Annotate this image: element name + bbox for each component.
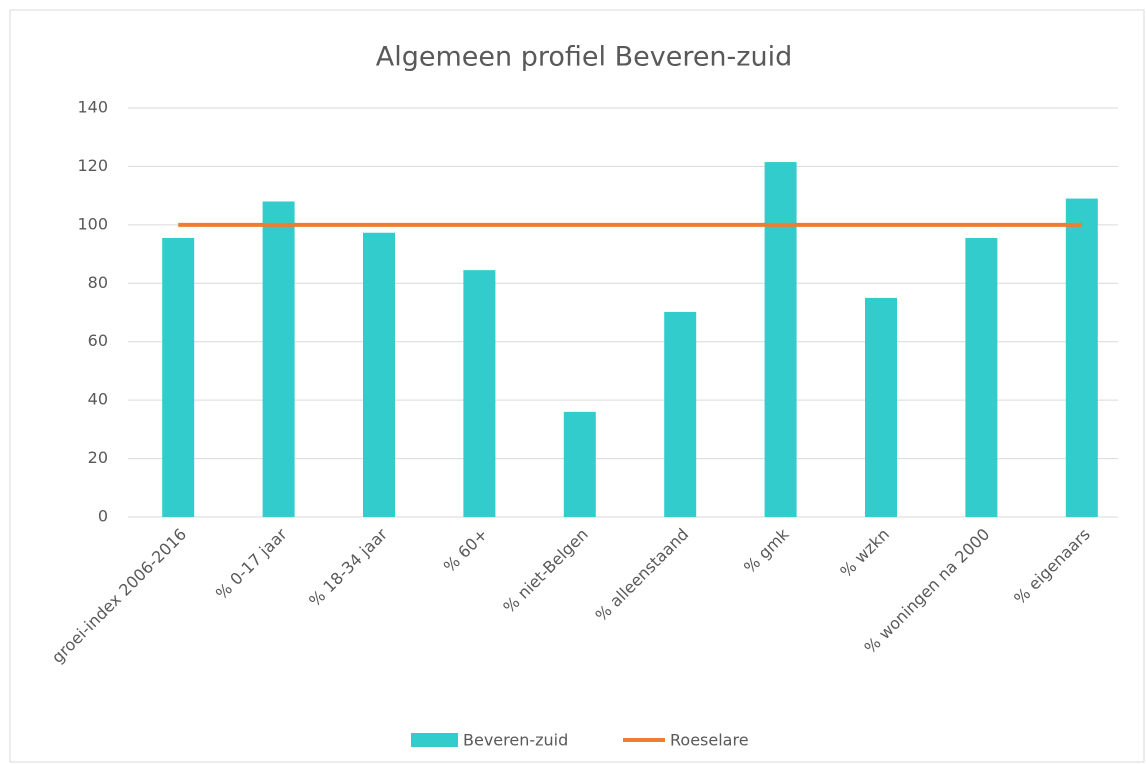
legend-swatch [411,733,458,747]
chart-frame [9,9,1145,763]
bar [463,270,496,517]
y-tick-label: 120 [77,156,108,175]
x-tick-label: % wzkn [836,525,893,582]
y-tick-label: 140 [77,98,108,117]
y-tick-label: 40 [88,390,108,409]
bar [162,238,195,517]
x-tick-label: groei-index 2006-2016 [48,525,190,667]
bar [664,311,697,517]
x-tick-label: % 18-34 jaar [305,524,391,610]
legend-label: Beveren-zuid [463,731,568,750]
legend-label: Roeselare [670,731,749,750]
x-tick-label: % 60+ [440,525,492,577]
bar [1065,198,1098,518]
x-tick-label: % eigenaars [1010,525,1094,609]
y-tick-label: 20 [88,448,108,467]
bar [363,232,395,517]
x-tick-label: % 0-17 jaar [212,524,291,603]
bar [764,162,797,517]
x-tick-label: % gmk [740,524,793,577]
bar [563,411,596,517]
chart-title: Algemeen profiel Beveren-zuid [376,42,792,73]
y-tick-label: 0 [98,507,108,526]
bar [262,201,295,517]
y-tick-label: 100 [77,214,108,233]
x-tick-label: % niet-Belgen [499,525,591,617]
x-tick-label: % alleenstaand [592,525,693,626]
y-tick-label: 60 [88,331,108,350]
bar [865,297,897,517]
bar [965,238,998,517]
y-tick-label: 80 [88,273,108,292]
